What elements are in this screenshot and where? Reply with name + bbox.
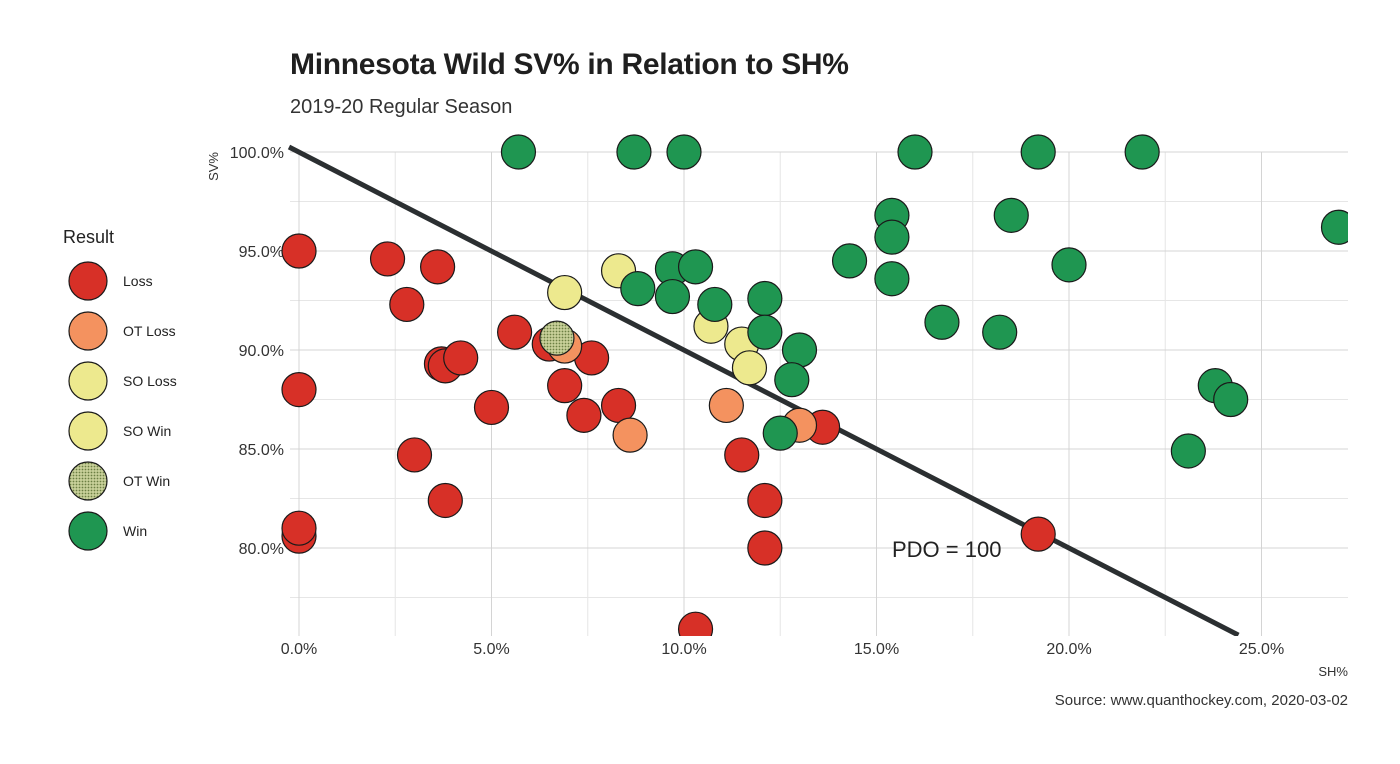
point-win — [774, 362, 810, 398]
legend-label: Win — [123, 523, 147, 539]
legend-swatch — [68, 361, 108, 401]
point-win — [500, 134, 537, 170]
point-loss — [473, 389, 510, 426]
point-loss — [281, 233, 317, 269]
point-win — [654, 278, 691, 315]
point-loss — [281, 372, 317, 408]
legend-label: OT Win — [123, 473, 170, 489]
legend-swatch — [68, 261, 108, 301]
x-axis-label: SH% — [1318, 664, 1348, 679]
legend: Result Loss OT Loss SO Loss SO Win OT Win Win — [63, 227, 177, 551]
point-win — [762, 415, 798, 451]
point-win — [677, 249, 714, 285]
point-win — [924, 304, 960, 340]
pdo-annotation: PDO = 100 — [892, 537, 1001, 562]
point-win — [616, 134, 652, 170]
point-loss — [600, 387, 637, 424]
point-loss — [496, 314, 533, 350]
point-loss — [677, 611, 714, 636]
legend-label: SO Win — [123, 423, 171, 439]
point-loss — [281, 510, 317, 546]
y-tick-label: 80.0% — [239, 541, 284, 558]
chart-subtitle: 2019-20 Regular Season — [290, 96, 513, 118]
point-loss — [427, 482, 463, 519]
x-tick-label: 25.0% — [1239, 641, 1284, 658]
legend-label: OT Loss — [123, 323, 176, 339]
legend-swatch — [68, 311, 108, 351]
point-win — [874, 219, 910, 255]
y-tick-label: 90.0% — [239, 343, 284, 360]
point-win — [1213, 381, 1249, 418]
x-tick-label: 5.0% — [473, 641, 509, 658]
point-win — [1170, 433, 1206, 469]
source-caption: Source: www.quanthockey.com, 2020-03-02 — [1054, 692, 1348, 709]
point-win — [1051, 247, 1087, 283]
point-win — [747, 314, 783, 350]
point-win — [982, 314, 1018, 350]
y-tick-label: 95.0% — [239, 244, 284, 261]
axes: 0.0% 5.0% 10.0% 15.0% 20.0% 25.0% 80.0% 85.0% 90… — [206, 145, 1348, 679]
point-win — [1320, 209, 1348, 245]
point-loss — [724, 437, 760, 473]
point-win — [831, 243, 868, 279]
point-loss — [389, 286, 425, 323]
y-tick-label: 85.0% — [239, 442, 284, 459]
y-axis-label: SV% — [206, 152, 221, 181]
point-win — [1124, 134, 1160, 170]
legend-label: SO Loss — [123, 373, 177, 389]
point-win — [993, 197, 1029, 233]
point-loss — [747, 482, 783, 519]
pdo-reference-line — [287, 144, 1240, 636]
grid — [290, 151, 1348, 636]
legend-swatch — [68, 461, 108, 501]
point-loss — [443, 340, 479, 376]
point-loss — [747, 530, 783, 566]
legend-swatch — [68, 411, 108, 451]
point-ot-win — [539, 320, 575, 356]
chart-title: Minnesota Wild SV% in Relation to SH% — [290, 48, 849, 81]
point-ot-loss — [708, 387, 744, 424]
point-win — [874, 261, 910, 297]
point-win — [897, 134, 933, 170]
legend-swatch — [68, 511, 108, 551]
point-loss — [420, 249, 456, 285]
point-so-loss — [547, 274, 583, 311]
point-loss — [1020, 516, 1056, 552]
point-win — [620, 271, 656, 307]
point-loss — [369, 241, 406, 277]
x-tick-label: 15.0% — [854, 641, 899, 658]
point-win — [781, 332, 818, 368]
point-win — [747, 280, 783, 317]
y-tick-label: 100.0% — [230, 145, 284, 162]
annotations: PDO = 100 — [892, 537, 1001, 562]
point-win — [697, 286, 733, 323]
point-loss — [396, 437, 433, 473]
data-points — [281, 134, 1348, 636]
x-tick-label: 10.0% — [661, 641, 706, 658]
reference-line-layer — [287, 144, 1240, 636]
legend-title: Result — [63, 227, 114, 247]
point-ot-loss — [612, 417, 648, 453]
legend-label: Loss — [123, 273, 153, 289]
x-tick-label: 20.0% — [1046, 641, 1091, 658]
point-loss — [547, 368, 583, 404]
point-loss — [566, 397, 602, 433]
point-win — [666, 134, 702, 170]
point-so-win — [731, 350, 768, 386]
x-tick-label: 0.0% — [281, 641, 317, 658]
point-win — [1020, 134, 1056, 170]
